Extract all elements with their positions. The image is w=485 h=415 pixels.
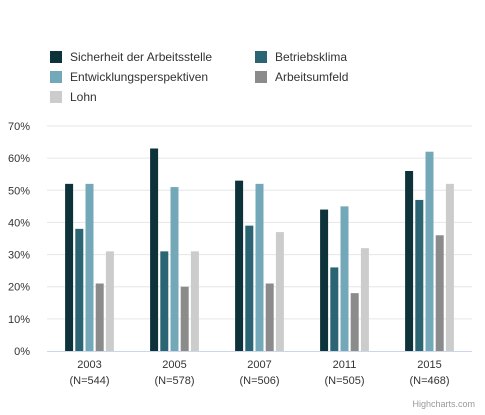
legend-item[interactable]: Sicherheit der Arbeitsstelle: [50, 50, 212, 64]
chart-credit[interactable]: Highcharts.com: [412, 399, 475, 409]
x-tick-label: 2003: [77, 359, 101, 371]
legend-swatch: [50, 91, 62, 103]
bar[interactable]: [320, 209, 329, 351]
y-tick-label: 70%: [8, 121, 30, 133]
x-axis: 2003 (N=544) 2005 (N=578) 2007 (N=506) 2011 (N=…: [47, 351, 472, 387]
y-axis: 0% 10% 20% 30% 40% 50% 60% 70%: [8, 121, 30, 358]
y-tick-label: 40%: [8, 217, 30, 229]
legend-label: Betriebsklima: [275, 50, 348, 64]
bar-series: [65, 148, 454, 352]
bar[interactable]: [415, 199, 424, 351]
bar[interactable]: [180, 286, 189, 351]
bar[interactable]: [330, 267, 339, 351]
bar[interactable]: [445, 183, 454, 351]
y-tick-label: 0%: [14, 346, 30, 358]
y-tick-label: 10%: [8, 314, 30, 326]
legend-item[interactable]: Betriebsklima: [255, 50, 347, 64]
bar[interactable]: [150, 148, 159, 352]
y-tick-label: 20%: [8, 282, 30, 294]
y-tick-label: 30%: [8, 250, 30, 262]
x-tick-label: 2005: [162, 359, 186, 371]
legend-label: Entwicklungsperspektiven: [70, 70, 209, 84]
legend-swatch: [50, 71, 62, 83]
x-tick-label: 2007: [247, 359, 271, 371]
bar[interactable]: [235, 180, 244, 351]
bar[interactable]: [160, 251, 169, 351]
legend-swatch: [50, 51, 62, 63]
x-tick-sublabel: (N=505): [324, 375, 364, 387]
x-tick-sublabel: (N=506): [239, 375, 279, 387]
legend-item[interactable]: Lohn: [50, 90, 97, 104]
bar[interactable]: [265, 283, 274, 352]
bar[interactable]: [95, 283, 104, 352]
y-tick-label: 60%: [8, 153, 30, 165]
legend-swatch: [255, 51, 267, 63]
y-tick-label: 50%: [8, 185, 30, 197]
bar[interactable]: [85, 183, 94, 351]
bar[interactable]: [105, 251, 114, 351]
bar[interactable]: [190, 251, 199, 351]
legend-item[interactable]: Arbeitsumfeld: [255, 70, 348, 84]
x-tick-sublabel: (N=578): [154, 375, 194, 387]
bar[interactable]: [170, 187, 179, 351]
bar[interactable]: [255, 183, 264, 351]
bar[interactable]: [360, 248, 369, 351]
x-tick-label: 2015: [417, 359, 441, 371]
bar[interactable]: [65, 183, 74, 351]
bar[interactable]: [275, 232, 284, 351]
bar[interactable]: [75, 228, 84, 351]
legend-label: Sicherheit der Arbeitsstelle: [70, 50, 213, 64]
bar[interactable]: [425, 151, 434, 351]
x-tick-label: 2011: [333, 359, 357, 371]
bar[interactable]: [405, 171, 414, 351]
legend-item[interactable]: Entwicklungsperspektiven: [50, 70, 208, 84]
x-tick-sublabel: (N=544): [69, 375, 109, 387]
x-tick-sublabel: (N=468): [409, 375, 449, 387]
legend-label: Arbeitsumfeld: [275, 70, 349, 84]
bar[interactable]: [350, 293, 359, 351]
legend-label: Lohn: [70, 90, 97, 104]
bar[interactable]: [340, 206, 349, 351]
legend-swatch: [255, 71, 267, 83]
bar[interactable]: [435, 235, 444, 351]
bar[interactable]: [245, 225, 254, 351]
